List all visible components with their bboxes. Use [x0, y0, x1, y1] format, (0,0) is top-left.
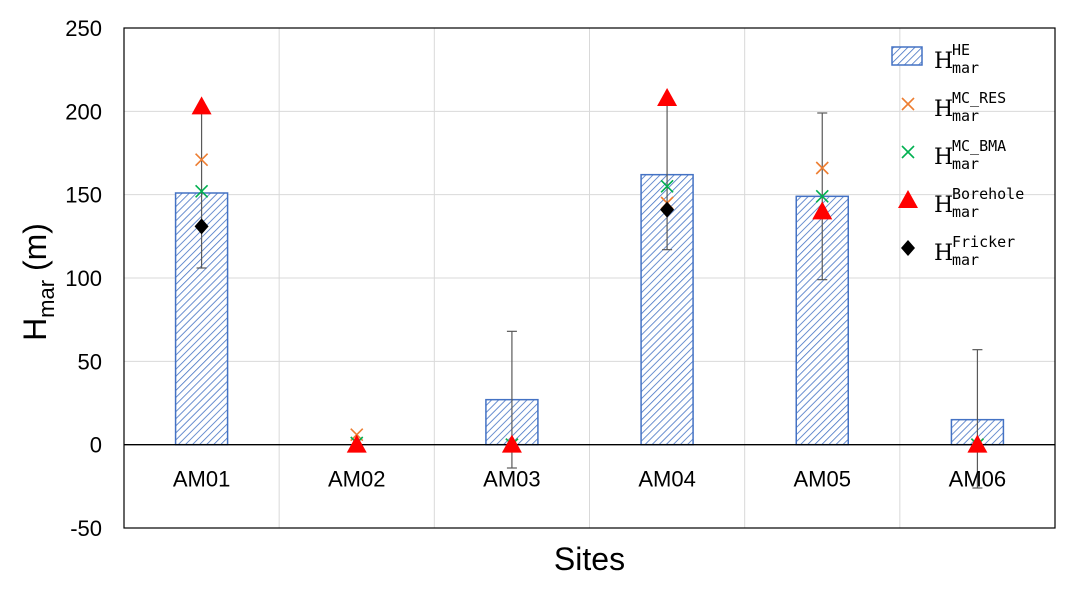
marker-borehole	[967, 434, 988, 453]
marker-borehole	[191, 96, 212, 115]
marker-stroke	[901, 97, 915, 111]
legend-marker	[901, 145, 915, 159]
x-tick-label: AM05	[794, 467, 851, 492]
markers	[191, 88, 988, 453]
marker-borehole	[346, 434, 367, 453]
marker-borehole	[812, 201, 833, 220]
legend-label-sup: MC_BMA	[952, 137, 1006, 155]
legend-label-sub: mar	[952, 107, 979, 125]
y-axis-ticks: -50 0 50 100 150 200 250	[65, 16, 102, 541]
y-axis-title: Hmar (m)	[17, 223, 59, 341]
legend-swatch	[891, 46, 923, 66]
marker-mc-bma	[195, 184, 209, 198]
legend-label-sub: mar	[952, 251, 979, 269]
y-axis-title-unit: (m)	[17, 223, 53, 280]
x-tick-label: AM02	[328, 467, 385, 492]
y-tick-label: 200	[65, 99, 102, 124]
legend-label-base: H	[934, 145, 953, 170]
legend-label-sup: HE	[952, 41, 970, 59]
y-tick-label: 0	[90, 433, 102, 458]
marker-mc-bma	[660, 179, 674, 193]
marker-borehole	[501, 434, 522, 453]
y-tick-label: 50	[78, 349, 102, 374]
x-tick-label: AM04	[638, 467, 695, 492]
y-tick-label: -50	[70, 516, 102, 541]
marker-stroke	[195, 184, 209, 198]
marker-stroke	[901, 145, 915, 159]
legend: HHEmarHMC_RESmarHMC_BMAmarHBoreholemarHF…	[891, 41, 1024, 269]
legend-label-sub: mar	[952, 155, 979, 173]
legend-label-sup: Borehole	[952, 185, 1024, 203]
marker-stroke	[815, 161, 829, 175]
x-axis-title: Sites	[554, 541, 625, 577]
legend-marker	[901, 97, 915, 111]
y-tick-label: 250	[65, 16, 102, 41]
marker-borehole	[657, 88, 678, 106]
legend-label-base: H	[934, 193, 953, 218]
legend-label-base: H	[934, 241, 953, 266]
legend-label-sup: MC_RES	[952, 89, 1006, 107]
marker-fricker	[660, 201, 675, 218]
legend-label-sub: mar	[952, 203, 979, 221]
x-tick-label: AM01	[173, 467, 230, 492]
y-tick-label: 100	[65, 266, 102, 291]
x-tick-label: AM06	[949, 467, 1006, 492]
marker-stroke	[195, 153, 209, 167]
y-axis-title-sub: mar	[34, 280, 59, 318]
legend-label-base: H	[934, 49, 953, 74]
marker-mc-res	[815, 161, 829, 175]
legend-marker	[898, 190, 918, 208]
plot-frame	[123, 27, 1056, 529]
marker-fricker	[194, 218, 209, 235]
marker-mc-res	[195, 153, 209, 167]
marker-stroke	[815, 189, 829, 203]
legend-label-base: H	[934, 97, 953, 122]
legend-marker	[901, 240, 915, 256]
y-axis-title-base: H	[17, 318, 53, 341]
x-tick-label: AM03	[483, 467, 540, 492]
marker-stroke	[660, 179, 674, 193]
legend-label-sup: Fricker	[952, 233, 1015, 251]
x-axis-ticks: AM01 AM02 AM03 AM04 AM05 AM06	[173, 467, 1006, 492]
grid	[124, 27, 1055, 529]
marker-mc-bma	[815, 189, 829, 203]
legend-label-sub: mar	[952, 59, 979, 77]
y-tick-label: 150	[65, 183, 102, 208]
